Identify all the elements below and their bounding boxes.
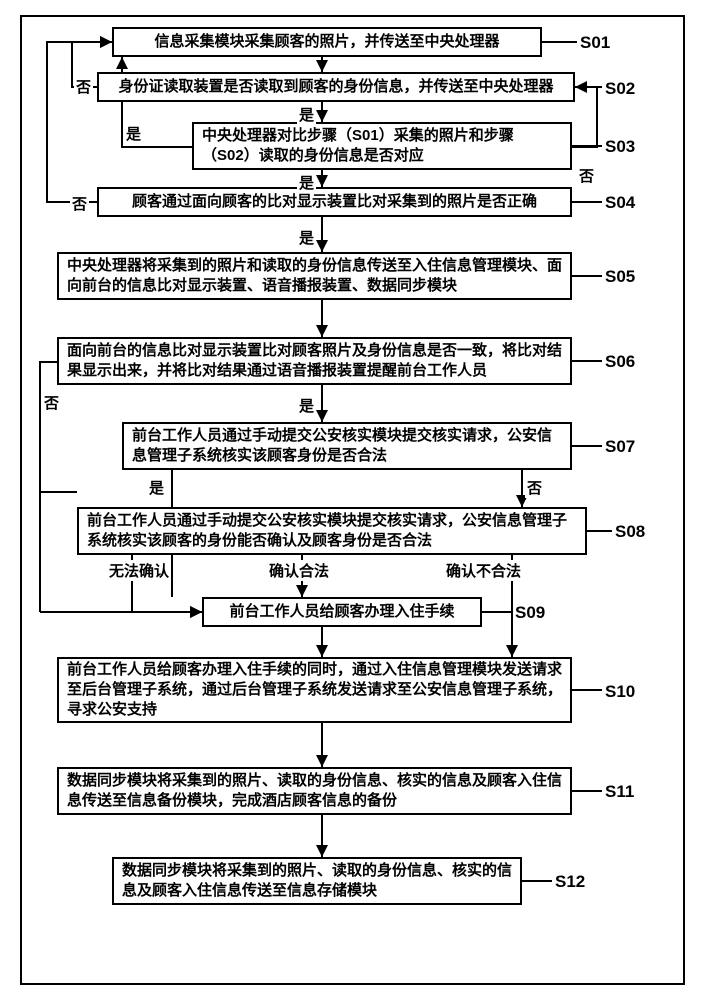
node-text: 前台工作人员给顾客办理入住手续的同时，通过入住信息管理模块发送请求至后台管理子系… [67,660,562,721]
step-label-s02: S02 [605,79,635,99]
edge-label-10: 否 [525,477,544,498]
step-label-s07: S07 [605,437,635,457]
node-s12: 数据同步模块将采集到的照片、读取的身份信息、核实的信息及顾客入住信息传送至信息存… [112,857,522,905]
step-label-s09: S09 [515,603,545,623]
node-text: 前台工作人员给顾客办理入住手续 [229,602,454,622]
node-s10: 前台工作人员给顾客办理入住手续的同时，通过入住信息管理模块发送请求至后台管理子系… [57,657,572,723]
node-s01: 信息采集模块采集顾客的照片，并传送至中央处理器 [112,27,542,57]
edge-label-6: 是 [297,227,316,248]
node-s09: 前台工作人员给顾客办理入住手续 [202,597,482,627]
node-text: 顾客通过面向顾客的比对显示装置比对采集到的照片是否正确 [132,192,537,212]
node-text: 中央处理器将采集到的照片和读取的身份信息传送至入住信息管理模块、面向前台的信息比… [67,256,562,297]
step-label-s05: S05 [605,267,635,287]
step-label-s06: S06 [605,352,635,372]
node-text: 身份证读取装置是否读取到顾客的身份信息，并传送至中央处理器 [118,77,553,97]
node-s02: 身份证读取装置是否读取到顾客的身份信息，并传送至中央处理器 [97,72,575,102]
edge-label-3: 否 [577,165,596,186]
edge-label-11: 无法确认 [107,560,171,581]
step-label-s01: S01 [580,33,610,53]
node-text: 中央处理器对比步骤（S01）采集的照片和步骤（S02）读取的身份信息是否对应 [202,126,562,167]
node-s11: 数据同步模块将采集到的照片、读取的身份信息、核实的信息及顾客入住信息传送至信息备… [57,767,572,815]
edge-label-0: 否 [74,76,93,97]
node-text: 前台工作人员通过手动提交公安核实模块提交核实请求，公安信息管理子系统核实该顾客的… [87,511,577,552]
node-text: 信息采集模块采集顾客的照片，并传送至中央处理器 [154,32,499,52]
node-text: 数据同步模块将采集到的照片、读取的身份信息、核实的信息及顾客入住信息传送至信息存… [122,861,512,902]
edge-label-9: 是 [147,477,166,498]
step-label-s08: S08 [615,522,645,542]
node-s04: 顾客通过面向顾客的比对显示装置比对采集到的照片是否正确 [97,187,572,217]
node-s05: 中央处理器将采集到的照片和读取的身份信息传送至入住信息管理模块、面向前台的信息比… [57,252,572,300]
node-s07: 前台工作人员通过手动提交公安核实模块提交核实请求，公安信息管理子系统核实该顾客身… [122,422,572,470]
node-text: 数据同步模块将采集到的照片、读取的身份信息、核实的信息及顾客入住信息传送至信息备… [67,771,562,812]
node-s03: 中央处理器对比步骤（S01）采集的照片和步骤（S02）读取的身份信息是否对应 [192,122,572,170]
edge-label-5: 否 [70,193,89,214]
edge-label-12: 确认合法 [267,560,331,581]
step-label-s10: S10 [605,682,635,702]
edge-label-8: 是 [297,395,316,416]
edge-label-4: 是 [297,172,316,193]
edge-e12 [47,42,112,202]
edge-label-1: 是 [297,104,316,125]
edge-label-2: 是 [124,123,143,144]
node-text: 面向前台的信息比对显示装置比对顾客照片及身份信息是否一致，将比对结果显示出来，并… [67,341,562,382]
node-s08: 前台工作人员通过手动提交公安核实模块提交核实请求，公安信息管理子系统核实该顾客的… [77,507,587,555]
step-label-s12: S12 [555,872,585,892]
flowchart-frame: 信息采集模块采集顾客的照片，并传送至中央处理器 S01 身份证读取装置是否读取到顾客… [20,15,685,985]
node-s06: 面向前台的信息比对显示装置比对顾客照片及身份信息是否一致，将比对结果显示出来，并… [57,337,572,385]
step-label-s03: S03 [605,137,635,157]
edge-label-13: 确认不合法 [444,560,523,581]
step-label-s11: S11 [605,782,634,802]
node-text: 前台工作人员通过手动提交公安核实模块提交核实请求，公安信息管理子系统核实该顾客身… [132,426,562,467]
edge-label-7: 否 [42,392,61,413]
edge-e13 [572,87,597,147]
step-label-s04: S04 [605,193,635,213]
